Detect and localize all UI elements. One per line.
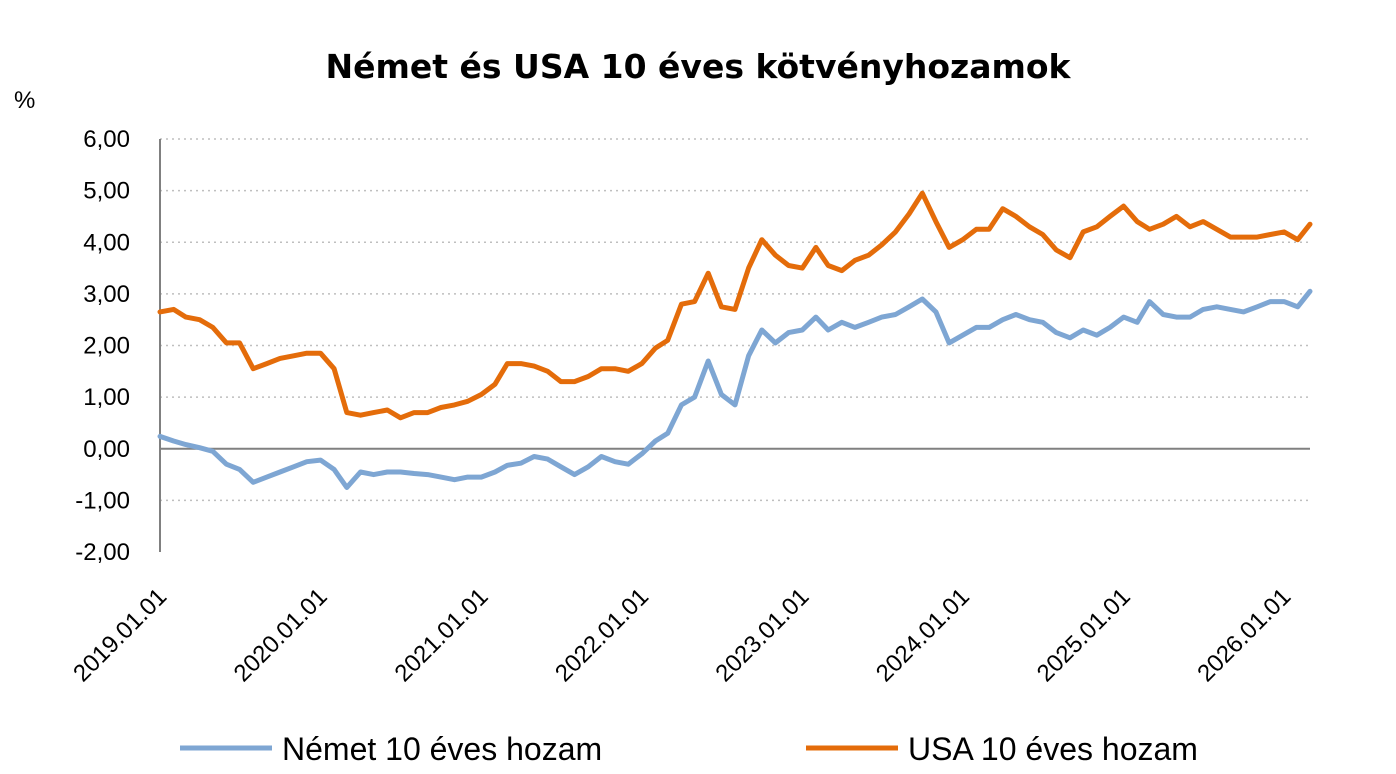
y-tick-label: 2,00 xyxy=(83,333,130,360)
y-axis-unit: % xyxy=(14,87,35,114)
y-tick-label: 0,00 xyxy=(83,436,130,463)
y-tick-label: 6,00 xyxy=(83,126,130,153)
legend-label: Német 10 éves hozam xyxy=(282,731,602,767)
y-tick-label: -2,00 xyxy=(75,539,130,566)
y-tick-label: 3,00 xyxy=(83,281,130,308)
x-tick-label: 2024.01.01 xyxy=(871,583,975,687)
x-tick-label: 2021.01.01 xyxy=(390,583,494,687)
y-tick-label: 1,00 xyxy=(83,384,130,411)
x-tick-label: 2019.01.01 xyxy=(68,583,172,687)
legend-label: USA 10 éves hozam xyxy=(908,731,1198,767)
series-line-usa xyxy=(157,190,1313,421)
x-tick-label: 2022.01.01 xyxy=(550,583,654,687)
y-tick-label: 5,00 xyxy=(83,178,130,205)
series-lines xyxy=(157,190,1313,490)
x-tick-label: 2025.01.01 xyxy=(1032,583,1136,687)
y-axis: 6,00 5,00 4,00 3,00 2,00 1,00 0,00 -1,00 -2,00 xyxy=(75,126,1310,566)
chart-title: Német és USA 10 éves kötvényhozamok xyxy=(326,47,1072,86)
series-line-nemet xyxy=(157,288,1313,490)
x-tick-label: 2026.01.01 xyxy=(1192,583,1296,687)
x-axis: 2019.01.01 2020.01.01 2021.01.01 2022.01.01… xyxy=(68,583,1296,687)
legend: Német 10 éves hozam USA 10 éves hozam xyxy=(180,731,1198,767)
x-tick-label: 2020.01.01 xyxy=(229,583,333,687)
y-tick-label: -1,00 xyxy=(75,487,130,514)
y-tick-label: 4,00 xyxy=(83,229,130,256)
x-tick-label: 2023.01.01 xyxy=(710,583,814,687)
